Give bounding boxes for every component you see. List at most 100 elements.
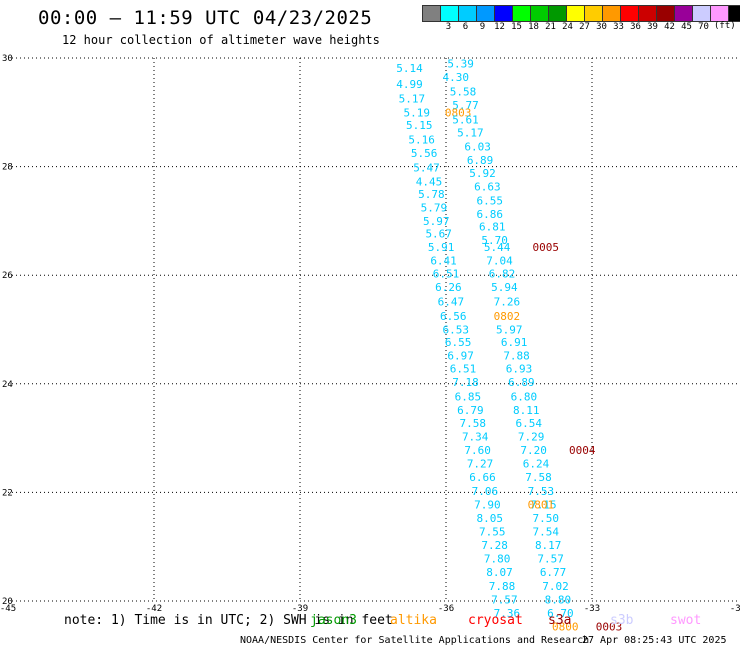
data-point-label: 7.04 [486,255,513,268]
data-point-label: 6.70 [547,607,574,620]
satellite-jason3: jason3 [310,613,357,628]
data-point-label: 7.26 [494,295,521,308]
data-point-label: 5.61 [452,113,479,126]
legend-label: 39 [647,22,658,32]
legend-label: 6 [462,22,469,32]
data-point-label: 7.18 [452,376,479,389]
x-tick-label: -36 [438,604,454,614]
data-point-label: 5.70 [481,234,508,247]
data-point-label: 6.55 [477,194,504,207]
data-point-label: 7.88 [489,580,516,593]
x-tick-label: -39 [292,604,308,614]
legend-label: 21 [545,22,556,32]
footer-note: note: 1) Time is in UTC; 2) SWH is in fe… [64,613,393,628]
data-point-label: 5.44 [484,241,511,254]
data-point-label: 7.88 [503,350,530,363]
data-point-label: 5.19 [404,106,431,119]
data-point-label: 5.78 [418,188,445,201]
legend-label: 33 [613,22,624,32]
legend-swatch [728,5,740,22]
legend-label: 12 [494,22,505,32]
data-point-label: 7.34 [462,430,489,443]
data-point-label: 6.54 [515,417,542,430]
legend-label: 15 [511,22,522,32]
legend-swatch [692,5,711,22]
y-tick-label: 24 [2,380,13,390]
y-tick-label: 26 [2,271,13,281]
y-tick-label: 22 [2,488,13,498]
data-point-label: 7.58 [460,417,487,430]
data-point-label: 7.57 [537,553,564,566]
data-point-label: 8.07 [486,566,513,579]
data-point-label: 6.81 [479,220,506,233]
data-point-label: 8.80 [545,593,572,606]
data-point-label: 6.82 [489,268,516,281]
data-point-label: 5.15 [406,119,433,132]
data-point-label: 6.77 [540,566,567,579]
data-point-label: 0803 [445,106,472,119]
data-point-label: 5.56 [411,147,438,160]
data-point-label: 4.30 [442,71,469,84]
y-tick-label: 28 [2,163,13,173]
legend-swatch [458,5,477,22]
data-point-label: 5.94 [491,281,518,294]
legend-swatch [638,5,657,22]
data-point-label: 8.05 [477,512,504,525]
legend-swatch [710,5,729,22]
data-point-label: 5.17 [457,126,484,139]
data-point-label: 6.41 [430,255,457,268]
data-point-label: 6.97 [447,350,474,363]
x-tick-label: -45 [0,604,16,614]
legend-label [423,22,440,32]
x-tick-label: -42 [146,604,162,614]
data-point-label: 6.51 [450,363,477,376]
data-point-label: 5.47 [413,162,440,175]
data-point-label: 6.47 [438,295,465,308]
data-point-label: 8.11 [513,404,540,417]
data-point-label: 7.02 [542,580,569,593]
data-point-label: 6.26 [435,281,462,294]
y-tick-label: 30 [2,54,13,64]
legend-swatch [530,5,549,22]
data-point-label: 7.53 [528,485,555,498]
data-point-label: 7.90 [474,498,501,511]
legend-label: 36 [630,22,641,32]
legend-label: 24 [562,22,573,32]
data-point-label: 5.97 [423,215,450,228]
data-point-label: 5.39 [447,57,474,70]
data-point-label: 6.85 [455,390,482,403]
legend-label: 27 [579,22,590,32]
data-point-label: 6.89 [508,376,535,389]
legend-labels: 3 6 9 12 15 18 21 24 27 30 33 36 39 42 45 70 [423,22,729,32]
legend-swatch [656,5,675,22]
data-point-label: 5.58 [450,86,477,99]
data-point-label: 6.86 [477,208,504,221]
data-point-label: 6.53 [442,324,469,337]
data-point-label: 0800 [552,621,579,634]
data-point-label: 6.24 [523,458,550,471]
data-point-label: 7.20 [520,444,547,457]
legend-swatch [476,5,495,22]
axis-ticks: -45 -42 -39 -36 -33 -30 20 22 24 26 28 30 [0,54,740,614]
data-point-label: 5.92 [469,167,496,180]
data-point-label: 6.66 [469,471,496,484]
legend-swatch [548,5,567,22]
data-point-label: 0005 [533,241,560,254]
data-point-label: 0802 [494,310,521,323]
y-tick-label: 20 [2,597,13,607]
data-point-label: 6.91 [501,336,528,349]
legend-swatch [566,5,585,22]
data-point-label: 7.28 [481,539,508,552]
page-subtitle: 12 hour collection of altimeter wave hei… [62,33,380,47]
data-point-label: 7.15 [530,498,557,511]
satellite-altika: altika [390,613,437,628]
data-point-label: 7.57 [491,593,518,606]
legend-swatch [584,5,603,22]
footer-timestamp: 27 Apr 08:25:43 UTC 2025 [582,635,727,646]
data-point-label: 7.60 [464,444,491,457]
satellite-s3b: s3b [610,613,634,628]
legend-swatch [620,5,639,22]
data-point-label: 0801 [528,498,555,511]
legend-swatch [602,5,621,22]
grid [8,57,738,602]
